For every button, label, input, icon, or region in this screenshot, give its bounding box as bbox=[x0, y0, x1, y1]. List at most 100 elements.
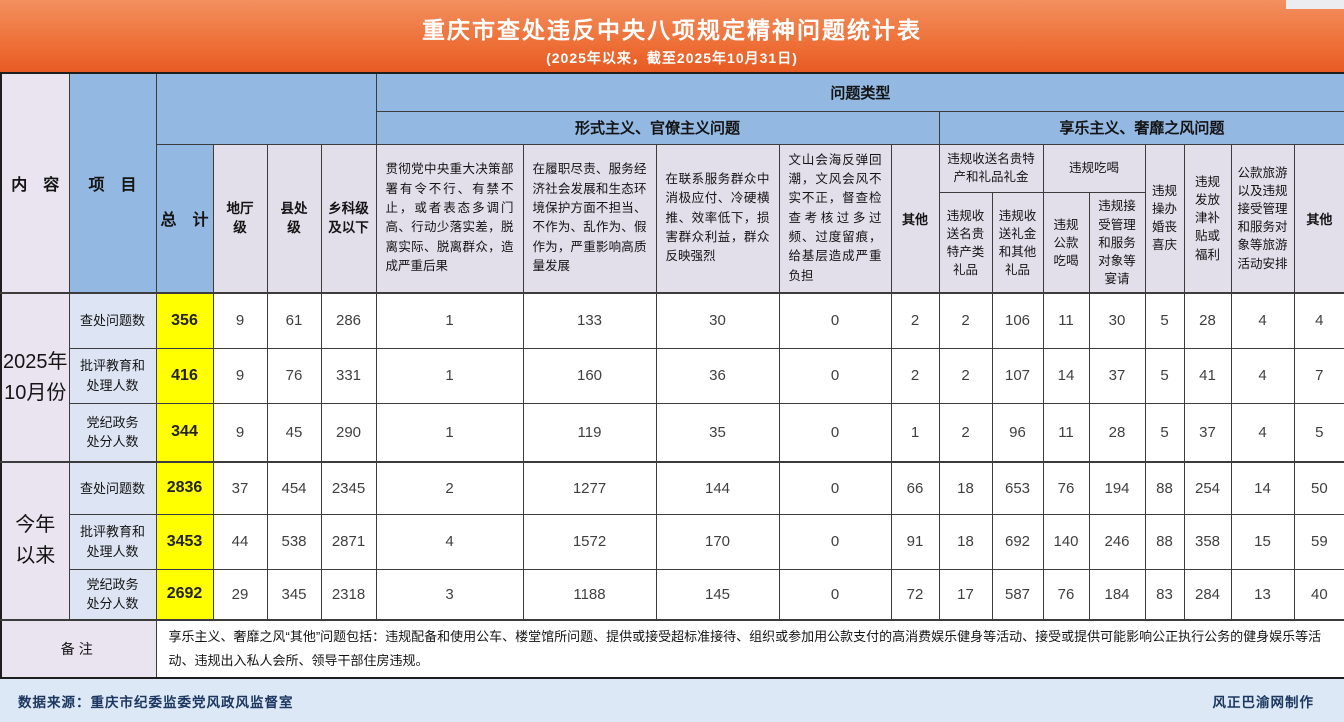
header-cell-xl-wedding-funeral: 违规 操办 婚丧 喜庆 bbox=[1144, 143, 1185, 294]
data-cell: 9 bbox=[212, 402, 268, 463]
header-cell-content: 内 容 bbox=[0, 72, 70, 294]
table-row: 批评教育和 处理人数 3453 44 538 2871 4 1572 170 0… bbox=[1, 513, 1344, 570]
data-cell: 1 bbox=[375, 292, 524, 349]
header-cell-fs-duty: 在履职尽责、服务经济社会发展和生态环境保护方面不担当、不作为、乱作为、假作为，严… bbox=[522, 143, 657, 294]
data-cell: 2 bbox=[938, 292, 993, 349]
credit-text: 风正巴渝网制作 bbox=[1212, 694, 1314, 710]
table-row: 批评教育和 处理人数 416 9 76 331 1 160 36 0 2 2 1… bbox=[1, 347, 1344, 404]
data-source-text: 数据来源：重庆市纪委监委党风政风监督室 bbox=[18, 694, 294, 710]
data-cell: 358 bbox=[1183, 513, 1232, 570]
footer-bar: 数据来源：重庆市纪委监委党风政风监督室 风正巴渝网制作 bbox=[0, 679, 1344, 722]
data-cell: 83 bbox=[1144, 568, 1185, 621]
data-cell: 72 bbox=[890, 568, 940, 621]
data-cell: 88 bbox=[1144, 461, 1185, 515]
header-cell-hedonism-group: 享乐主义、奢靡之风问题 bbox=[938, 110, 1344, 145]
data-cell: 5 bbox=[1144, 402, 1185, 463]
data-cell: 91 bbox=[890, 513, 940, 570]
data-cell: 140 bbox=[1042, 513, 1090, 570]
data-cell: 144 bbox=[655, 461, 780, 515]
data-cell: 1572 bbox=[522, 513, 657, 570]
header-row-3: 总 计 地厅 级 县处 级 乡科级 及以下 贯彻党中央重大决策部署有令不行、有禁… bbox=[1, 143, 1344, 294]
page-title: 重庆市查处违反中央八项规定精神问题统计表 bbox=[422, 17, 922, 43]
data-cell: 2318 bbox=[320, 568, 377, 621]
header-cell-blank bbox=[155, 72, 377, 145]
period-cell-year: 今年 以来 bbox=[0, 461, 70, 621]
header-cell-fs-other: 其他 bbox=[890, 143, 940, 294]
data-cell: 14 bbox=[1230, 461, 1295, 515]
banner: 重庆市查处违反中央八项规定精神问题统计表 (2025年以来，截至2025年10月… bbox=[0, 0, 1344, 72]
row-label: 党纪政务 处分人数 bbox=[68, 402, 157, 463]
total-cell: 2836 bbox=[155, 461, 214, 515]
data-cell: 4 bbox=[1230, 347, 1295, 404]
header-cell-xl-allowance: 违规 发放 津补 贴或 福利 bbox=[1183, 143, 1232, 294]
data-cell: 1277 bbox=[522, 461, 657, 515]
data-cell: 76 bbox=[1042, 568, 1090, 621]
data-cell: 40 bbox=[1293, 568, 1344, 621]
data-cell: 2 bbox=[890, 292, 940, 349]
header-cell-formalism-group: 形式主义、官僚主义问题 bbox=[375, 110, 940, 145]
table-row: 党纪政务 处分人数 344 9 45 290 1 119 35 0 1 2 96… bbox=[1, 402, 1344, 463]
table-row: 今年 以来 查处问题数 2836 37 454 2345 2 1277 144 … bbox=[0, 461, 1344, 621]
data-cell: 28 bbox=[1183, 292, 1232, 349]
data-cell: 331 bbox=[320, 347, 377, 404]
header-cell-gift-specialty: 违规收 送名贵 特产类 礼品 bbox=[938, 192, 993, 294]
data-cell: 9 bbox=[212, 292, 268, 349]
header-cell-level-prefecture: 地厅 级 bbox=[212, 143, 268, 294]
data-cell: 30 bbox=[655, 292, 780, 349]
data-cell: 0 bbox=[778, 568, 892, 621]
header-cell-eat-banquet: 违规接 受管理 和服务 对象等 宴请 bbox=[1088, 192, 1146, 294]
note-row: 备注 享乐主义、奢靡之风“其他”问题包括：违规配备和使用公车、楼堂馆所问题、提供… bbox=[0, 619, 1344, 679]
data-cell: 170 bbox=[655, 513, 780, 570]
header-cell-gift-group: 违规收送名贵特产和礼品礼金 bbox=[938, 143, 1044, 194]
data-cell: 246 bbox=[1088, 513, 1146, 570]
data-cell: 133 bbox=[522, 292, 657, 349]
data-cell: 2 bbox=[890, 347, 940, 404]
data-cell: 653 bbox=[991, 461, 1044, 515]
data-cell: 0 bbox=[778, 347, 892, 404]
data-cell: 15 bbox=[1230, 513, 1295, 570]
header-cell-eat-public-funds: 违规 公款 吃喝 bbox=[1042, 192, 1090, 294]
page-subtitle: (2025年以来，截至2025年10月31日) bbox=[546, 50, 798, 66]
data-cell: 4 bbox=[1293, 292, 1344, 349]
header-cell-gift-money: 违规收 送礼金 和其他 礼品 bbox=[991, 192, 1044, 294]
data-cell: 9 bbox=[212, 347, 268, 404]
data-cell: 119 bbox=[522, 402, 657, 463]
data-cell: 30 bbox=[1088, 292, 1146, 349]
data-cell: 29 bbox=[212, 568, 268, 621]
period-cell-october: 2025年 10月份 bbox=[0, 292, 70, 463]
data-cell: 0 bbox=[778, 402, 892, 463]
data-cell: 286 bbox=[320, 292, 377, 349]
total-cell: 416 bbox=[155, 347, 214, 404]
table-row: 党纪政务 处分人数 2692 29 345 2318 3 1188 145 0 … bbox=[1, 568, 1344, 621]
data-cell: 0 bbox=[778, 513, 892, 570]
data-cell: 2871 bbox=[320, 513, 377, 570]
data-cell: 2 bbox=[375, 461, 524, 515]
statistics-table: 内 容 项 目 问题类型 形式主义、官僚主义问题 享乐主义、奢靡之风问题 总 计… bbox=[0, 72, 1344, 680]
data-cell: 1 bbox=[375, 402, 524, 463]
data-cell: 345 bbox=[266, 568, 322, 621]
data-cell: 194 bbox=[1088, 461, 1146, 515]
data-cell: 0 bbox=[778, 461, 892, 515]
data-cell: 37 bbox=[212, 461, 268, 515]
data-cell: 0 bbox=[778, 292, 892, 349]
data-cell: 5 bbox=[1144, 292, 1185, 349]
header-cell-xl-travel: 公款旅游 以及违规 接受管理 和服务对 象等旅游 活动安排 bbox=[1230, 143, 1295, 294]
data-cell: 66 bbox=[890, 461, 940, 515]
row-label: 查处问题数 bbox=[68, 461, 157, 515]
header-cell-level-township: 乡科级 及以下 bbox=[320, 143, 377, 294]
row-label: 党纪政务 处分人数 bbox=[68, 568, 157, 621]
data-cell: 17 bbox=[938, 568, 993, 621]
data-cell: 88 bbox=[1144, 513, 1185, 570]
data-cell: 37 bbox=[1183, 402, 1232, 463]
data-cell: 538 bbox=[266, 513, 322, 570]
data-cell: 4 bbox=[1230, 402, 1295, 463]
row-label: 查处问题数 bbox=[68, 292, 157, 349]
header-cell-problem-type: 问题类型 bbox=[375, 72, 1344, 112]
data-cell: 76 bbox=[266, 347, 322, 404]
total-cell: 356 bbox=[155, 292, 214, 349]
table-row: 2025年 10月份 查处问题数 356 9 61 286 1 133 30 0… bbox=[0, 292, 1344, 463]
header-cell-project: 项 目 bbox=[68, 72, 157, 294]
data-cell: 290 bbox=[320, 402, 377, 463]
data-cell: 4 bbox=[375, 513, 524, 570]
header-cell-eat-group: 违规吃喝 bbox=[1042, 143, 1146, 194]
